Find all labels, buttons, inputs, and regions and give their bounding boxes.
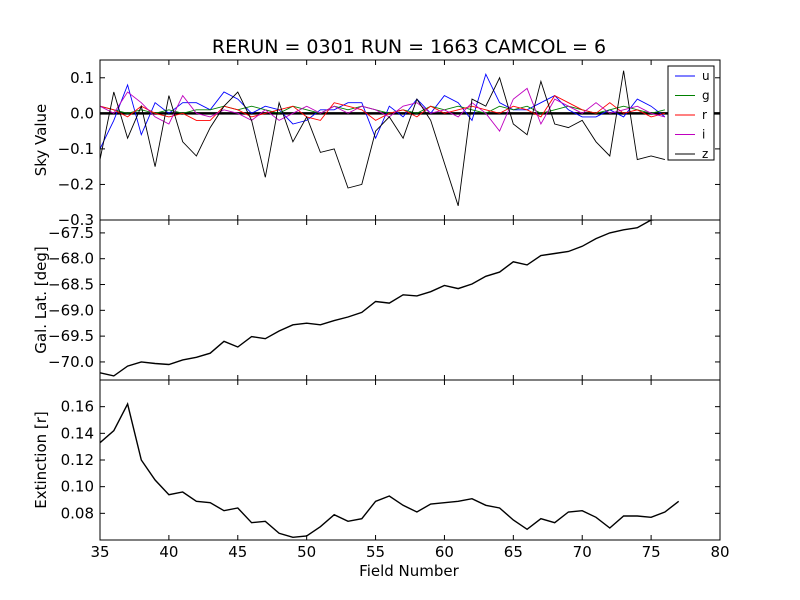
- series-line-z: [100, 70, 666, 206]
- y-tick-label: −0.2: [58, 175, 94, 193]
- y-tick-label: −0.3: [58, 211, 94, 229]
- x-tick-label: 70: [573, 543, 592, 561]
- y-tick-label: −69.0: [48, 301, 94, 319]
- legend-label-i: i: [702, 128, 705, 142]
- x-tick-label: 60: [435, 543, 454, 561]
- x-tick-label: 75: [642, 543, 661, 561]
- axes-frame: [99, 219, 721, 381]
- axes-frame: [99, 59, 721, 221]
- x-tick-label: 40: [159, 543, 178, 561]
- chart-title: RERUN = 0301 RUN = 1663 CAMCOL = 6: [212, 36, 606, 58]
- y-tick-label: 0.12: [61, 451, 94, 469]
- y-tick-label: 0.0: [70, 104, 94, 122]
- series-line-r: [100, 95, 666, 121]
- series-line-s0: [100, 402, 680, 539]
- legend-box: [667, 65, 715, 161]
- panel-2: 0.16 0.14 0.12 0.10 0.08 35 40 45 50 55 60 65 70 75 80…: [32, 379, 730, 561]
- legend-label-z: z: [702, 147, 708, 161]
- x-tick-label: 55: [366, 543, 385, 561]
- series-group: [100, 402, 680, 539]
- y-tick-label: 0.14: [61, 424, 94, 442]
- x-tick-label: 80: [710, 543, 729, 561]
- series-line-s0: [100, 220, 661, 377]
- y-tick-label: −69.5: [48, 327, 94, 345]
- y-tick-label: −68.0: [48, 250, 94, 268]
- y-tick-label: −70.0: [48, 353, 94, 371]
- y-tick-label: 0.16: [61, 398, 94, 416]
- legend-label-g: g: [702, 89, 710, 103]
- series-group: [100, 70, 666, 206]
- x-tick-label: 50: [297, 543, 316, 561]
- y-axis-label: Gal. Lat. [deg]: [32, 246, 50, 353]
- y-tick-label: 0.1: [70, 69, 94, 87]
- y-tick-label: −0.1: [58, 140, 94, 158]
- y-tick-label: 0.08: [61, 504, 94, 522]
- series-group: [100, 220, 661, 377]
- legend-label-u: u: [702, 69, 710, 83]
- y-axis-label: Sky Value: [32, 104, 50, 177]
- y-tick-label: −68.5: [48, 276, 94, 294]
- y-tick-label: −67.5: [48, 224, 94, 242]
- legend-label-r: r: [702, 108, 707, 122]
- x-tick-label: 45: [228, 543, 247, 561]
- y-axis-label: Extinction [r]: [32, 411, 50, 509]
- x-axis-label: Field Number: [359, 562, 459, 580]
- x-tick-label: 35: [90, 543, 109, 561]
- x-tick-label: 65: [504, 543, 523, 561]
- series-line-i: [100, 87, 666, 132]
- y-tick-label: 0.10: [61, 478, 94, 496]
- series-line-u: [100, 72, 666, 150]
